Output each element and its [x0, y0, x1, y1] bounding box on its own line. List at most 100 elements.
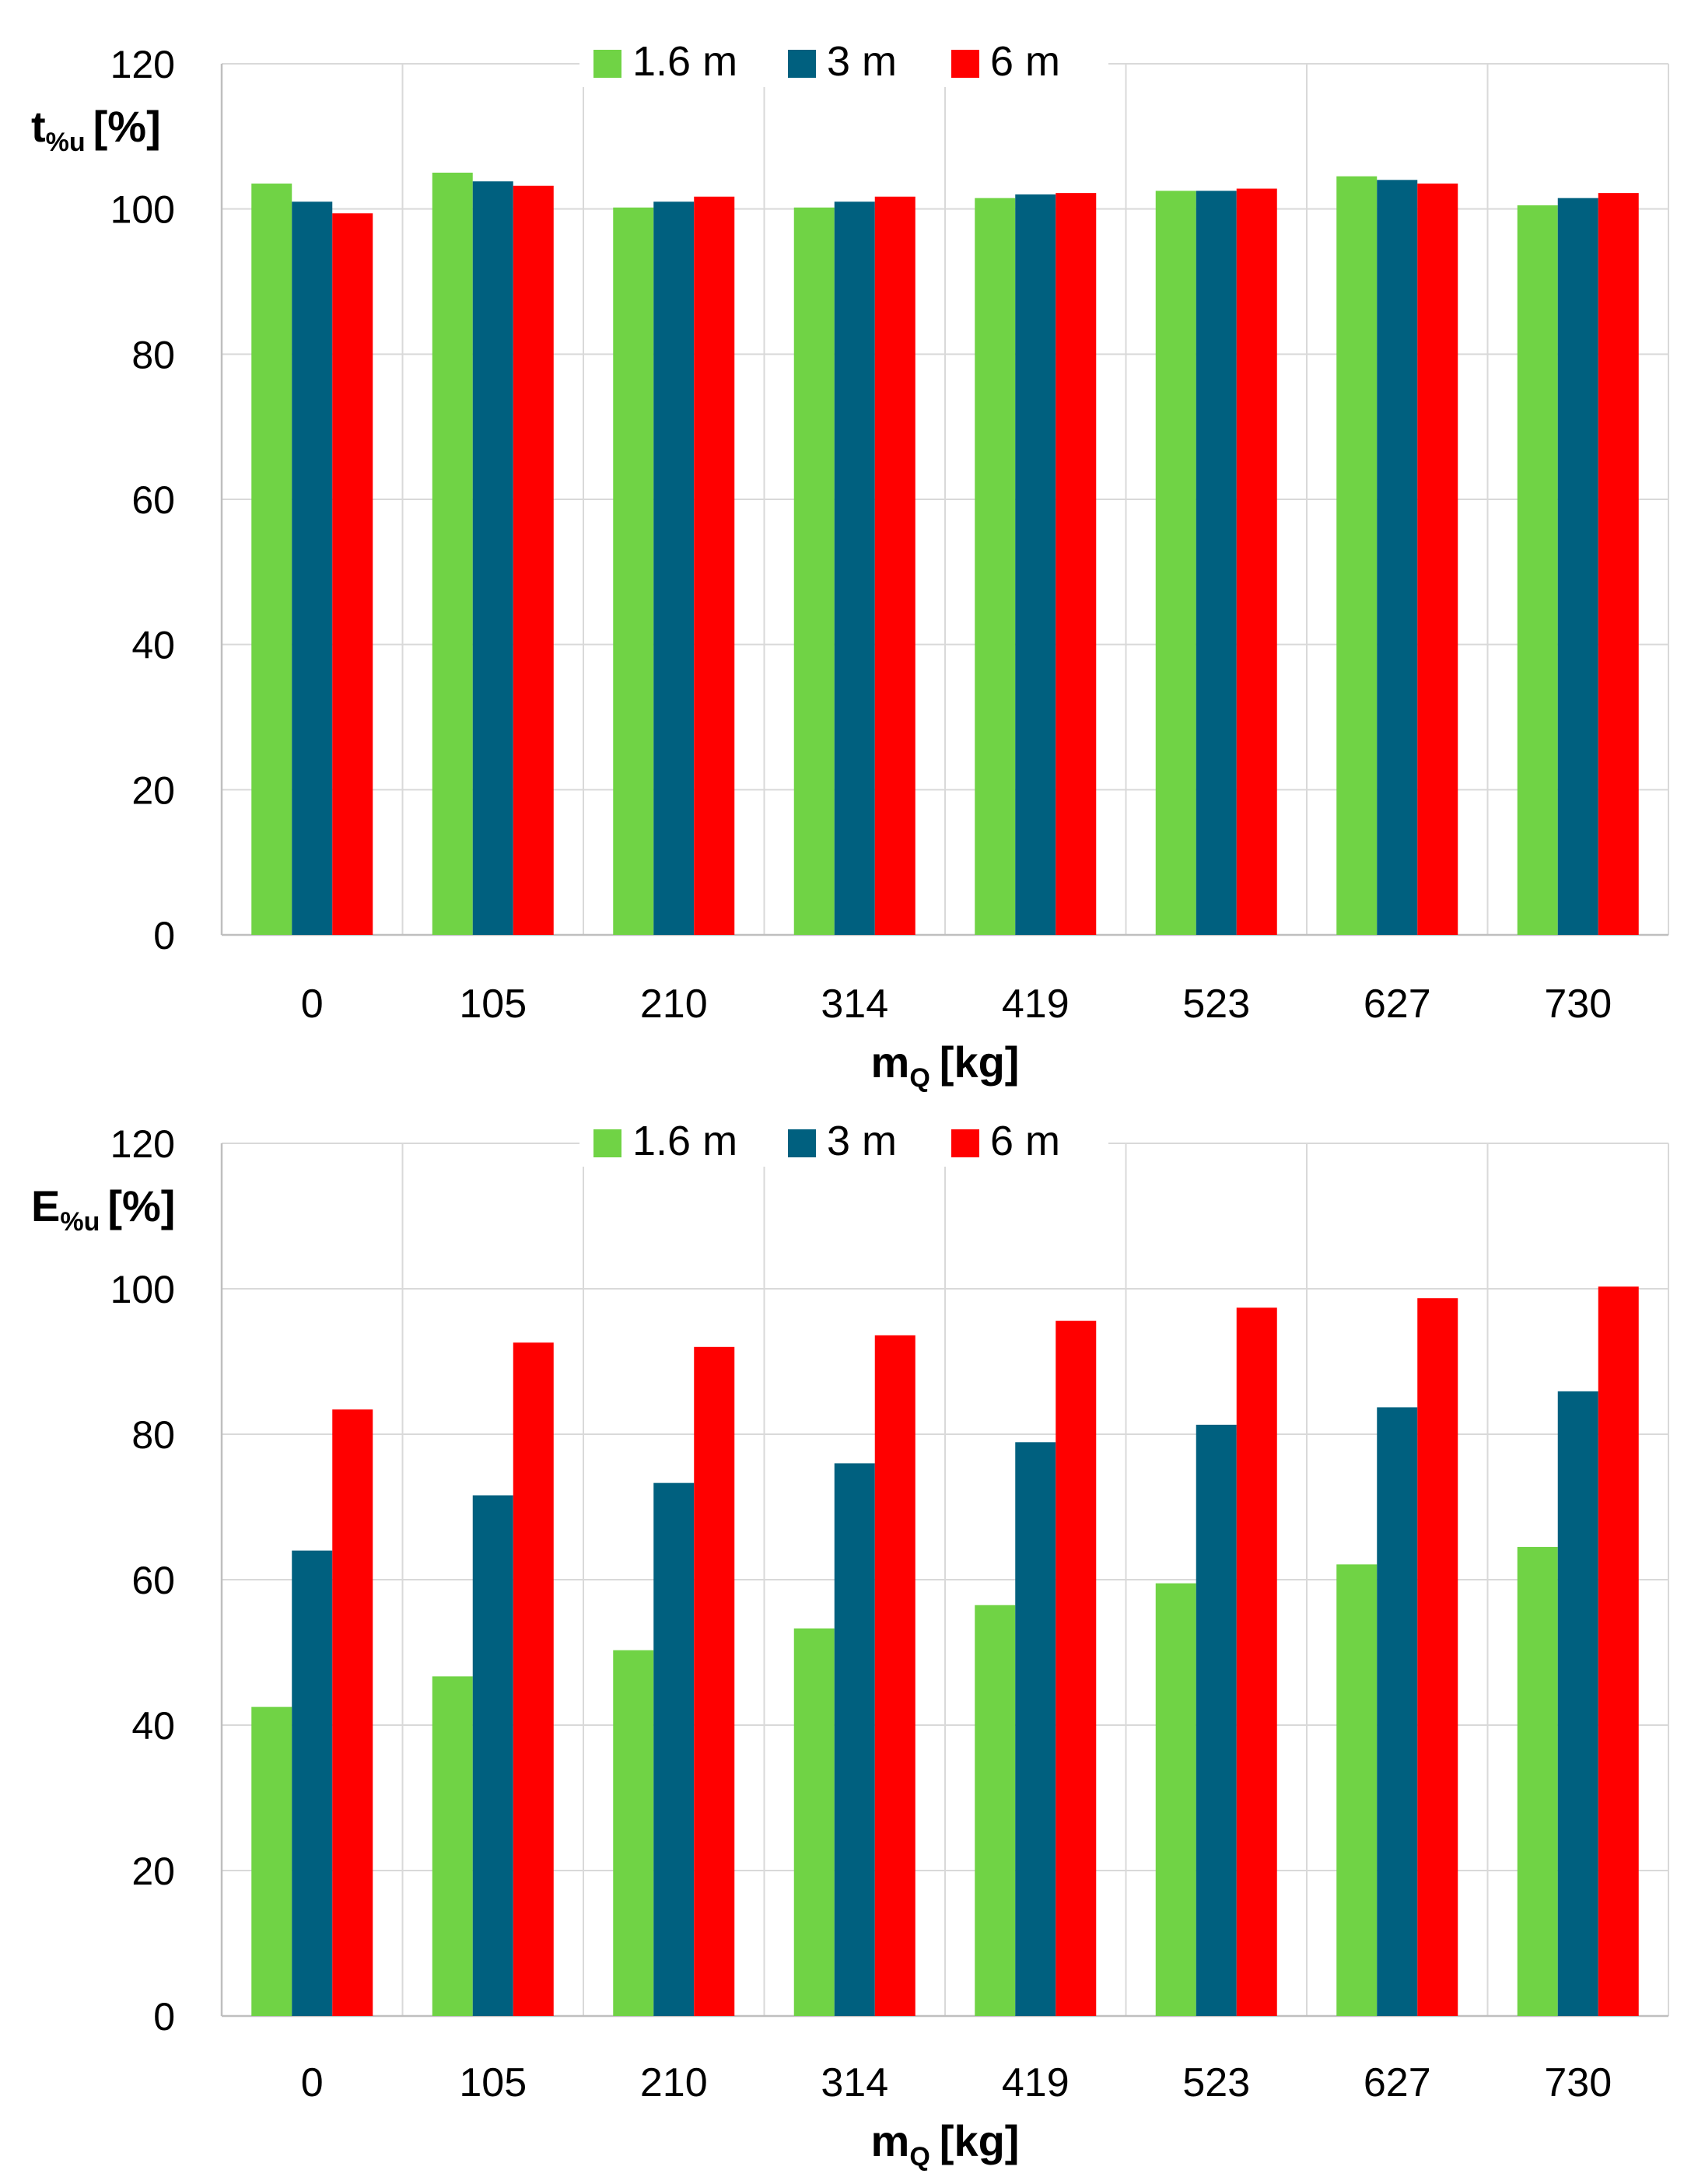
legend-swatch-3-m	[788, 50, 816, 78]
bar-1-6-m-730	[1517, 1546, 1558, 2016]
bar-6-m-105	[513, 1342, 554, 2016]
y-axis-title-unit: [%]	[93, 102, 161, 151]
chart-top: 0 20 40 60 80 100 120 0 105 210 314 419 523 627 730 mQ […	[31, 36, 1669, 1093]
y-axis-title-unit: [%]	[107, 1181, 175, 1230]
bar-3-m-419	[1015, 194, 1056, 935]
legend-swatch-1-6-m	[593, 50, 621, 78]
bar-3-m-105	[472, 181, 513, 935]
legend-background	[579, 1115, 1108, 1167]
y-tick-label: 100	[110, 188, 175, 232]
x-tick-label: 627	[1364, 2060, 1431, 2105]
bar-6-m-0	[332, 213, 373, 935]
x-tick-label: 0	[301, 2060, 324, 2105]
x-axis-title-sub: Q	[909, 1063, 930, 1093]
y-tick-label: 60	[131, 478, 175, 522]
y-tick-label: 60	[131, 1559, 175, 1602]
y-tick-label: 40	[131, 1704, 175, 1748]
legend-label: 3 m	[827, 1118, 897, 1164]
legend-swatch-6-m	[951, 50, 979, 78]
bar-1-6-m-314	[793, 1628, 835, 2016]
legend-background	[579, 36, 1108, 87]
y-tick-label: 120	[110, 43, 175, 86]
legend-label: 6 m	[990, 38, 1060, 85]
bar-3-m-523	[1196, 191, 1237, 936]
bar-6-m-210	[694, 1346, 735, 2016]
x-axis-title: mQ [kg]	[871, 1038, 1020, 1093]
legend-label: 3 m	[827, 38, 897, 85]
bar-3-m-0	[292, 1550, 333, 2016]
y-tick-label: 80	[131, 1413, 175, 1457]
bar-6-m-314	[874, 196, 916, 936]
bar-6-m-105	[513, 185, 554, 936]
y-tick-label: 100	[110, 1268, 175, 1311]
bar-3-m-627	[1377, 1407, 1418, 2016]
bar-3-m-627	[1377, 180, 1418, 936]
bar-1-6-m-0	[251, 1706, 292, 2016]
bar-6-m-730	[1598, 1286, 1639, 2016]
bar-1-6-m-105	[432, 173, 473, 935]
x-tick-label: 730	[1544, 982, 1612, 1027]
x-tick-label: 210	[640, 982, 708, 1027]
y-axis-title-sub: %u	[60, 1207, 100, 1237]
bar-6-m-523	[1236, 188, 1277, 936]
x-tick-label: 210	[640, 2060, 708, 2105]
bar-6-m-627	[1417, 184, 1458, 935]
legend-label: 6 m	[990, 1118, 1060, 1164]
bar-1-6-m-523	[1155, 191, 1196, 936]
x-axis-title-main: m	[871, 1038, 910, 1087]
x-axis-title-unit: [kg]	[940, 1038, 1020, 1087]
bar-6-m-627	[1417, 1298, 1458, 2016]
x-axis-title-main: m	[871, 2116, 910, 2165]
legend-swatch-3-m	[788, 1129, 816, 1157]
legend: 1.6 m 3 m 6 m	[579, 1115, 1108, 1167]
bar-1-6-m-627	[1336, 176, 1378, 935]
bar-1-6-m-627	[1336, 1564, 1378, 2016]
x-axis-title-unit: [kg]	[940, 2116, 1020, 2165]
y-axis-title-main: t	[31, 102, 46, 151]
bar-6-m-314	[874, 1335, 916, 2016]
x-tick-label: 314	[821, 2060, 888, 2105]
bar-6-m-730	[1598, 193, 1639, 936]
y-axis-title-sub: %u	[46, 128, 86, 157]
legend: 1.6 m 3 m 6 m	[579, 36, 1108, 87]
bar-1-6-m-210	[613, 1650, 654, 2016]
legend-swatch-6-m	[951, 1129, 979, 1157]
x-axis-title-sub: Q	[909, 2142, 930, 2172]
x-tick-label: 105	[459, 2060, 527, 2105]
bar-3-m-314	[834, 201, 875, 935]
bar-3-m-523	[1196, 1424, 1237, 2016]
bar-3-m-210	[653, 1482, 695, 2016]
x-tick-label: 105	[459, 982, 527, 1027]
bar-1-6-m-105	[432, 1676, 473, 2016]
bar-3-m-0	[292, 201, 333, 935]
y-axis-title: t%u [%]	[31, 102, 161, 157]
legend-swatch-1-6-m	[593, 1129, 621, 1157]
bar-6-m-523	[1236, 1307, 1277, 2016]
y-tick-label: 20	[131, 1850, 175, 1893]
y-tick-label: 120	[110, 1122, 175, 1166]
y-tick-label: 20	[131, 768, 175, 812]
bar-6-m-419	[1056, 193, 1097, 936]
bar-1-6-m-210	[613, 207, 654, 935]
bar-3-m-314	[834, 1463, 875, 2016]
bar-3-m-730	[1557, 198, 1598, 935]
x-tick-label: 419	[1002, 982, 1070, 1027]
x-tick-label: 523	[1182, 2060, 1250, 2105]
bar-3-m-419	[1015, 1442, 1056, 2016]
y-tick-label: 0	[153, 914, 175, 957]
bar-1-6-m-314	[793, 207, 835, 935]
y-tick-label: 80	[131, 333, 175, 376]
bar-1-6-m-419	[975, 198, 1016, 935]
x-tick-label: 419	[1002, 2060, 1070, 2105]
x-tick-label: 730	[1544, 2060, 1612, 2105]
bar-1-6-m-0	[251, 184, 292, 935]
y-tick-label: 0	[153, 1995, 175, 2039]
bar-3-m-730	[1557, 1391, 1598, 2016]
x-tick-label: 627	[1364, 982, 1431, 1027]
bar-1-6-m-523	[1155, 1583, 1196, 2016]
x-tick-label: 0	[301, 982, 324, 1027]
x-tick-label: 523	[1182, 982, 1250, 1027]
legend-label: 1.6 m	[632, 1118, 737, 1164]
bar-3-m-210	[653, 201, 695, 935]
